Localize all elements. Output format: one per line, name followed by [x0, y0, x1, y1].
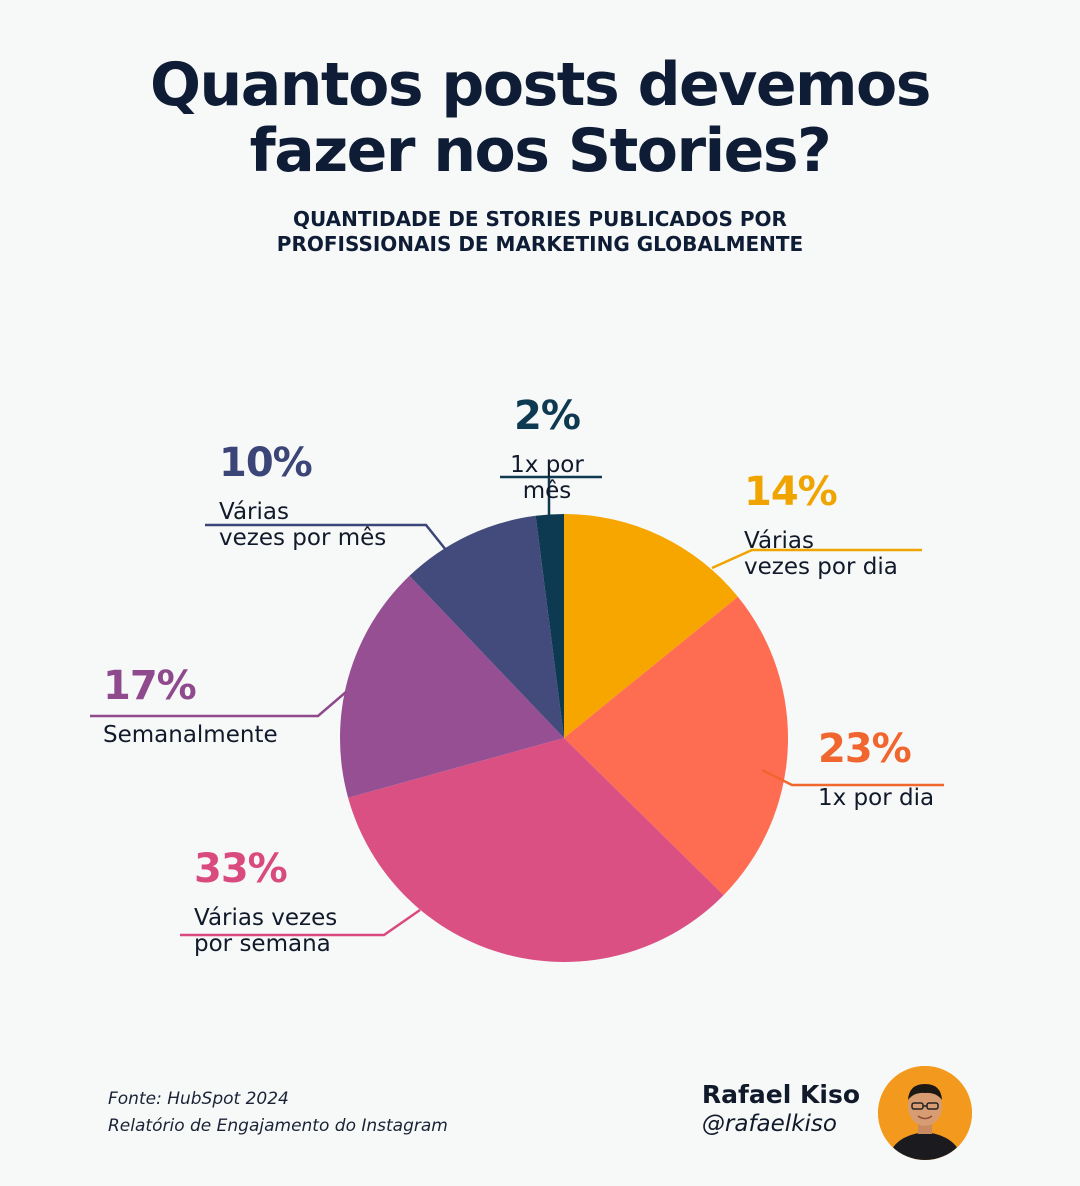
leader-line-semanalmente [90, 691, 347, 718]
pie-slice-varias-mes [409, 515, 564, 738]
desc-label-varias-dia-1: vezes por dia [744, 554, 898, 580]
chart-subtitle-line2: PROFISSIONAIS DE MARKETING GLOBALMENTE [276, 232, 804, 256]
pct-label-semanalmente: 17% [103, 663, 196, 709]
person-icon [878, 1066, 972, 1160]
chart-title: Quantos posts devemos fazer nos Stories? [0, 52, 1080, 184]
pct-label-1x-dia: 23% [818, 726, 911, 772]
slice-label-semanalmente: 17% Semanalmente [90, 663, 347, 748]
desc-label-varias-mes-0: Várias [219, 499, 289, 525]
chart-title-line1: Quantos posts devemos [150, 50, 932, 120]
source-line2: Relatório de Engajamento do Instagram [108, 1116, 448, 1136]
chart-subtitle: QUANTIDADE DE STORIES PUBLICADOS POR PRO… [0, 207, 1080, 257]
author-name: Rafael Kiso [701, 1080, 860, 1109]
pct-label-varias-semana: 33% [194, 846, 287, 892]
leader-line-varias-semana [180, 908, 421, 937]
author-block: Rafael Kiso @rafaelkiso [702, 1080, 860, 1138]
chart-subtitle-line1: QUANTIDADE DE STORIES PUBLICADOS POR [293, 207, 787, 231]
pct-label-1x-mes: 2% [514, 393, 580, 439]
leader-line-1x-dia [761, 768, 944, 787]
desc-label-1x-dia-0: 1x por dia [818, 785, 934, 811]
desc-label-1x-mes-1: mês [523, 478, 572, 504]
leader-line-varias-dia [711, 548, 922, 570]
pct-label-varias-mes: 10% [219, 440, 312, 486]
pie-slice-1x-dia [564, 596, 788, 896]
pie-slice-varias-dia [564, 514, 738, 738]
desc-label-varias-semana-1: por semana [194, 931, 331, 957]
desc-label-semanalmente-0: Semanalmente [103, 722, 278, 748]
pie-slices [339, 514, 788, 962]
pie-slice-1x-mes [535, 514, 564, 738]
source-note: Fonte: HubSpot 2024 Relatório de Engajam… [108, 1086, 448, 1140]
pct-label-varias-dia: 14% [744, 469, 837, 515]
source-line1: Fonte: HubSpot 2024 [108, 1089, 289, 1109]
pie-slice-varias-semana [348, 738, 724, 962]
chart-title-line2: fazer nos Stories? [249, 116, 832, 186]
desc-label-varias-semana-0: Várias vezes [194, 905, 337, 931]
leader-line-varias-mes [205, 523, 447, 551]
desc-label-varias-dia-0: Várias [744, 528, 814, 554]
author-handle: @rafaelkiso [701, 1111, 837, 1137]
pie-slice-semanalmente [339, 575, 564, 798]
desc-label-varias-mes-1: vezes por mês [219, 525, 386, 551]
slice-label-1x-dia: 23% 1x por dia [761, 726, 944, 811]
desc-label-1x-mes-0: 1x por [510, 452, 584, 478]
author-avatar [878, 1066, 972, 1160]
